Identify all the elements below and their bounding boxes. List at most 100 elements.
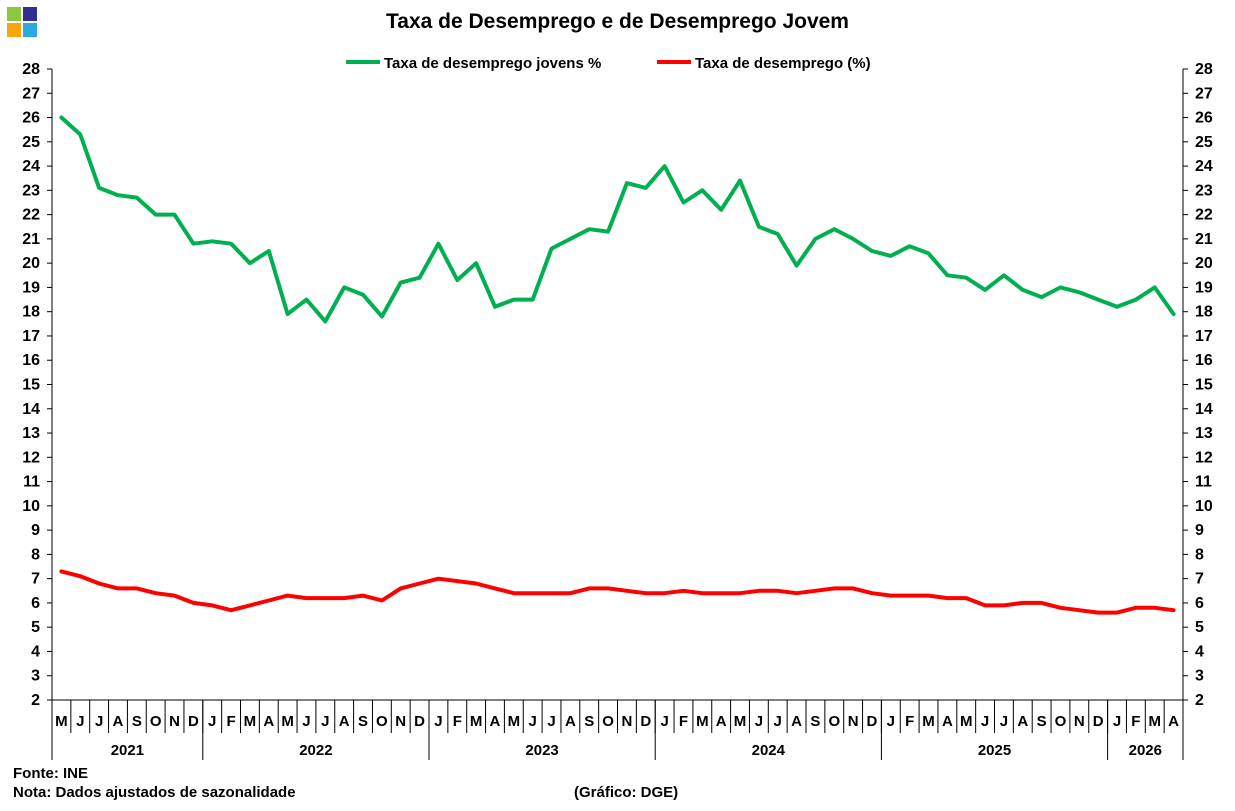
chart-title: Taxa de Desemprego e de Desemprego Jovem xyxy=(386,10,849,33)
x-month-label: M xyxy=(960,713,973,730)
x-month-label: O xyxy=(1055,713,1067,730)
x-month-label: J xyxy=(1113,713,1121,730)
logo xyxy=(7,7,37,37)
y-tick-label-left: 25 xyxy=(22,134,40,151)
x-year-label: 2023 xyxy=(525,742,558,759)
x-month-label: D xyxy=(1093,713,1104,730)
y-tick-label-left: 9 xyxy=(31,522,40,539)
y-tick-label-right: 17 xyxy=(1195,328,1213,345)
x-month-label: J xyxy=(529,713,537,730)
x-month-label: J xyxy=(547,713,555,730)
y-tick-label-right: 14 xyxy=(1195,401,1213,418)
x-month-label: N xyxy=(622,713,633,730)
x-month-label: F xyxy=(905,713,914,730)
x-month-label: A xyxy=(1017,713,1028,730)
x-month-label: S xyxy=(358,713,368,730)
x-month-label: J xyxy=(755,713,763,730)
x-month-label: S xyxy=(584,713,594,730)
x-month-label: J xyxy=(302,713,310,730)
logo-square-navy xyxy=(23,7,37,21)
x-month-label: A xyxy=(339,713,350,730)
x-month-label: M xyxy=(281,713,294,730)
x-month-label: O xyxy=(602,713,614,730)
y-tick-label-left: 23 xyxy=(22,182,40,199)
x-month-label: A xyxy=(942,713,953,730)
x-month-label: A xyxy=(263,713,274,730)
y-tick-label-left: 18 xyxy=(22,304,40,321)
y-tick-label-right: 5 xyxy=(1195,619,1204,636)
x-month-label: O xyxy=(150,713,162,730)
x-month-label: J xyxy=(434,713,442,730)
y-tick-label-left: 8 xyxy=(31,546,40,563)
x-month-label: M xyxy=(244,713,257,730)
x-year-label: 2021 xyxy=(111,742,144,759)
x-month-label: A xyxy=(791,713,802,730)
y-tick-label-left: 15 xyxy=(22,377,40,394)
y-tick-label-right: 9 xyxy=(1195,522,1204,539)
x-year-label: 2024 xyxy=(752,742,786,759)
x-month-label: A xyxy=(490,713,501,730)
x-month-label: D xyxy=(414,713,425,730)
y-tick-label-left: 7 xyxy=(31,571,40,588)
y-tick-label-right: 22 xyxy=(1195,207,1213,224)
y-tick-label-left: 22 xyxy=(22,207,40,224)
x-month-label: F xyxy=(1131,713,1140,730)
y-tick-label-left: 14 xyxy=(22,401,40,418)
x-month-label: A xyxy=(716,713,727,730)
y-tick-label-right: 3 xyxy=(1195,668,1204,685)
x-month-label: J xyxy=(1000,713,1008,730)
x-month-label: M xyxy=(696,713,709,730)
x-year-label: 2022 xyxy=(299,742,332,759)
footer-credit: (Gráfico: DGE) xyxy=(574,784,679,801)
y-tick-label-right: 20 xyxy=(1195,255,1213,272)
y-tick-label-left: 19 xyxy=(22,279,40,296)
x-month-label: J xyxy=(981,713,989,730)
y-tick-label-left: 11 xyxy=(23,474,40,491)
x-month-label: M xyxy=(734,713,747,730)
y-tick-label-left: 21 xyxy=(22,231,40,248)
x-month-label: D xyxy=(188,713,199,730)
legend-label-2: Taxa de desemprego (%) xyxy=(695,55,871,72)
y-tick-label-right: 11 xyxy=(1195,474,1212,491)
footer-note: Nota: Dados ajustados de sazonalidade xyxy=(13,784,296,801)
legend-label-1: Taxa de desemprego jovens % xyxy=(384,55,601,72)
y-tick-label-right: 16 xyxy=(1195,352,1213,369)
y-tick-label-right: 4 xyxy=(1195,643,1204,660)
y-tick-label-left: 17 xyxy=(22,328,40,345)
x-month-label: F xyxy=(226,713,235,730)
y-tick-label-left: 27 xyxy=(22,85,40,102)
y-tick-label-right: 21 xyxy=(1195,231,1213,248)
logo-square-blue xyxy=(23,23,37,37)
footer-source: Fonte: INE xyxy=(13,765,88,782)
x-month-label: J xyxy=(95,713,103,730)
y-tick-label-left: 12 xyxy=(22,449,40,466)
x-month-label: F xyxy=(453,713,462,730)
x-month-label: A xyxy=(565,713,576,730)
y-tick-label-right: 12 xyxy=(1195,449,1213,466)
y-tick-label-right: 27 xyxy=(1195,85,1213,102)
x-month-label: N xyxy=(848,713,859,730)
y-tick-label-left: 5 xyxy=(31,619,40,636)
x-month-label: J xyxy=(208,713,216,730)
series-line-2 xyxy=(59,569,1176,615)
y-tick-label-left: 26 xyxy=(22,110,40,127)
x-month-label: M xyxy=(508,713,521,730)
y-tick-label-right: 25 xyxy=(1195,134,1213,151)
x-month-label: J xyxy=(76,713,84,730)
y-tick-label-right: 26 xyxy=(1195,110,1213,127)
x-month-label: D xyxy=(640,713,651,730)
y-tick-label-right: 13 xyxy=(1195,425,1213,442)
y-tick-label-right: 2 xyxy=(1195,692,1204,709)
x-month-label: N xyxy=(395,713,406,730)
x-year-label: 2026 xyxy=(1129,742,1162,759)
x-year-label: 2025 xyxy=(978,742,1011,759)
x-month-label: M xyxy=(1148,713,1161,730)
x-month-label: M xyxy=(470,713,483,730)
x-month-label: D xyxy=(867,713,878,730)
x-month-label: M xyxy=(55,713,68,730)
y-tick-label-right: 19 xyxy=(1195,279,1213,296)
x-month-label: N xyxy=(1074,713,1085,730)
x-month-label: J xyxy=(321,713,329,730)
x-month-label: J xyxy=(774,713,782,730)
x-month-label: J xyxy=(660,713,668,730)
